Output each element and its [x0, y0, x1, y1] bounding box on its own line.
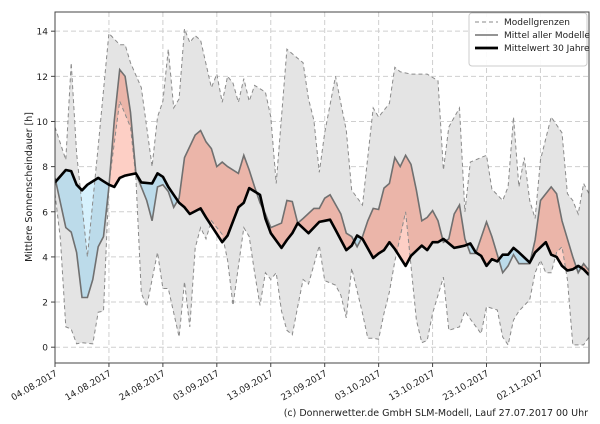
y-tick-label: 14: [37, 28, 49, 38]
legend-label-mean: Mittel aller Modelle: [504, 31, 590, 41]
y-tick-label: 2: [42, 299, 48, 309]
x-tick-label: 04.08.2017: [10, 369, 60, 403]
footer-credit: (c) Donnerwetter.de GmbH SLM-Modell, Lau…: [284, 408, 588, 419]
x-tick-label: 23.09.2017: [280, 369, 330, 403]
climatology-line: [55, 168, 589, 276]
x-tick-label: 13.10.2017: [387, 369, 437, 403]
x-tick-label: 02.11.2017: [495, 369, 545, 403]
y-axis: 0 2 4 6 8 10 12 14: [37, 28, 55, 354]
y-tick-label: 10: [37, 118, 49, 128]
upper-limit-line: [55, 28, 589, 257]
legend-label-limits: Modellgrenzen: [504, 18, 570, 28]
lower-limit-line: [55, 99, 589, 347]
plot-frame: [54, 11, 590, 364]
x-tick-label: 14.08.2017: [64, 369, 114, 403]
x-tick-label: 03.10.2017: [334, 369, 384, 403]
y-tick-label: 12: [37, 73, 48, 83]
x-tick-label: 23.10.2017: [441, 369, 491, 403]
legend-label-climatology: Mittelwert 30 Jahre: [504, 44, 590, 54]
above-normal-area: [55, 69, 589, 275]
y-tick-label: 6: [42, 208, 48, 218]
y-tick-label: 0: [42, 344, 48, 354]
y-tick-label: 8: [42, 163, 48, 173]
x-tick-label: 13.09.2017: [226, 369, 276, 403]
y-tick-label: 4: [42, 253, 48, 263]
x-axis: 04.08.2017 14.08.2017 24.08.2017 03.09.2017…: [10, 363, 545, 403]
model-mean-line: [55, 67, 589, 299]
legend-box: [468, 12, 588, 67]
x-tick-label: 03.09.2017: [172, 369, 222, 403]
legend: Modellgrenzen Mittel aller Modelle Mitte…: [468, 12, 590, 67]
model-range-band: [55, 28, 589, 345]
x-tick-label: 24.08.2017: [118, 369, 168, 403]
y-axis-label: Mittlere Sonnenscheindauer [h]: [24, 112, 35, 262]
